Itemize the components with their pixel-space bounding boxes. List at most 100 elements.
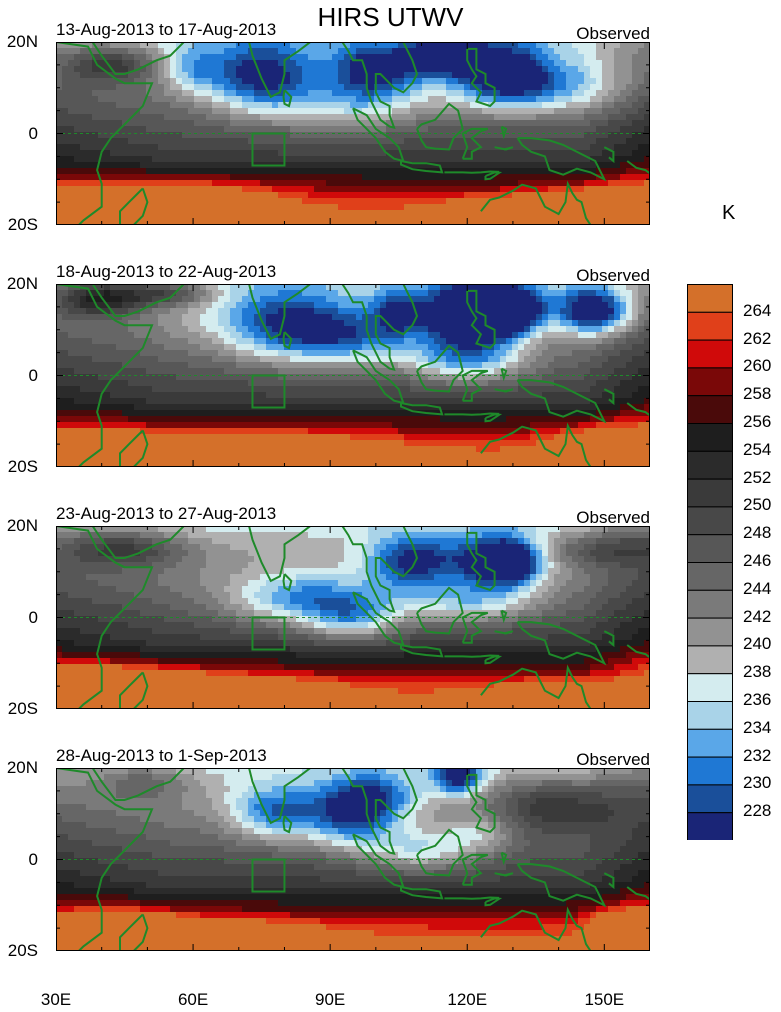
heatmap-cell: [230, 296, 237, 303]
heatmap-cell: [398, 344, 405, 351]
heatmap-cell: [632, 102, 639, 109]
heatmap-cell: [140, 314, 147, 321]
heatmap-cell: [404, 198, 411, 205]
heatmap-cell: [326, 350, 333, 357]
heatmap-cell: [224, 180, 231, 187]
heatmap-cell: [98, 338, 105, 345]
heatmap-cell: [314, 102, 321, 109]
heatmap-cell: [86, 416, 93, 423]
heatmap-cell: [140, 126, 147, 133]
heatmap-cell: [518, 138, 525, 145]
heatmap-cell: [158, 222, 165, 225]
heatmap-cell: [452, 114, 459, 121]
heatmap-cell: [230, 392, 237, 399]
heatmap-cell: [380, 174, 387, 181]
heatmap-cell: [560, 102, 567, 109]
heatmap-cell: [572, 156, 579, 163]
heatmap-cell: [530, 168, 537, 175]
heatmap-cell: [398, 96, 405, 103]
heatmap-cell: [434, 108, 441, 115]
heatmap-cell: [554, 216, 561, 223]
heatmap-cell: [158, 356, 165, 363]
heatmap-cell: [74, 392, 81, 399]
heatmap-cell: [248, 398, 255, 405]
heatmap-cell: [596, 216, 603, 223]
heatmap-cell: [302, 126, 309, 133]
heatmap-cell: [176, 350, 183, 357]
heatmap-cell: [302, 434, 309, 441]
heatmap-cell: [302, 290, 309, 297]
heatmap-cell: [182, 132, 189, 139]
heatmap-cell: [338, 344, 345, 351]
heatmap-cell: [464, 180, 471, 187]
heatmap-cell: [92, 398, 99, 405]
heatmap-cell: [158, 210, 165, 217]
heatmap-cell: [524, 54, 531, 61]
heatmap-cell: [104, 446, 111, 453]
heatmap-cell: [164, 198, 171, 205]
heatmap-cell: [338, 290, 345, 297]
heatmap-cell: [128, 392, 135, 399]
heatmap-cell: [278, 168, 285, 175]
heatmap-cell: [332, 296, 339, 303]
heatmap-cell: [608, 132, 615, 139]
heatmap-cell: [86, 386, 93, 393]
heatmap-cell: [200, 42, 207, 49]
heatmap-cell: [404, 308, 411, 315]
heatmap-cell: [638, 60, 645, 67]
heatmap-cell: [512, 192, 519, 199]
heatmap-cell: [542, 54, 549, 61]
heatmap-cell: [170, 222, 177, 225]
heatmap-cell: [122, 302, 129, 309]
heatmap-cell: [308, 380, 315, 387]
heatmap-cell: [572, 72, 579, 79]
heatmap-cell: [422, 108, 429, 115]
heatmap-cell: [182, 126, 189, 133]
heatmap-cell: [638, 198, 645, 205]
heatmap-cell: [326, 156, 333, 163]
heatmap-cell: [284, 434, 291, 441]
heatmap-cell: [590, 132, 597, 139]
heatmap-cell: [212, 198, 219, 205]
heatmap-cell: [116, 326, 123, 333]
heatmap-cell: [146, 108, 153, 115]
heatmap-cell: [458, 186, 465, 193]
heatmap-cell: [248, 302, 255, 309]
heatmap-cell: [134, 84, 141, 91]
heatmap-cell: [224, 374, 231, 381]
heatmap-cell: [74, 302, 81, 309]
heatmap-cell: [542, 174, 549, 181]
heatmap-cell: [116, 356, 123, 363]
heatmap-cell: [374, 192, 381, 199]
heatmap-cell: [590, 216, 597, 223]
heatmap-cell: [404, 410, 411, 417]
heatmap-cell: [176, 446, 183, 453]
heatmap-cell: [392, 174, 399, 181]
heatmap-cell: [632, 156, 639, 163]
heatmap-cell: [338, 126, 345, 133]
heatmap-cell: [116, 314, 123, 321]
heatmap-cell: [500, 90, 507, 97]
heatmap-cell: [464, 174, 471, 181]
heatmap-cell: [380, 156, 387, 163]
heatmap-cell: [80, 332, 87, 339]
heatmap-cell: [410, 198, 417, 205]
heatmap-cell: [410, 368, 417, 375]
heatmap-cell: [380, 54, 387, 61]
heatmap-cell: [518, 102, 525, 109]
heatmap-cell: [104, 410, 111, 417]
heatmap-cell: [302, 120, 309, 127]
heatmap-cell: [338, 416, 345, 423]
heatmap-cell: [200, 48, 207, 55]
heatmap-cell: [590, 138, 597, 145]
heatmap-cell: [146, 66, 153, 73]
heatmap-cell: [530, 42, 537, 49]
heatmap-cell: [308, 368, 315, 375]
heatmap-cell: [350, 156, 357, 163]
heatmap-cell: [536, 72, 543, 79]
heatmap-cell: [320, 368, 327, 375]
heatmap-cell: [104, 48, 111, 55]
heatmap-cell: [410, 210, 417, 217]
heatmap-cell: [608, 204, 615, 211]
heatmap-cell: [524, 168, 531, 175]
